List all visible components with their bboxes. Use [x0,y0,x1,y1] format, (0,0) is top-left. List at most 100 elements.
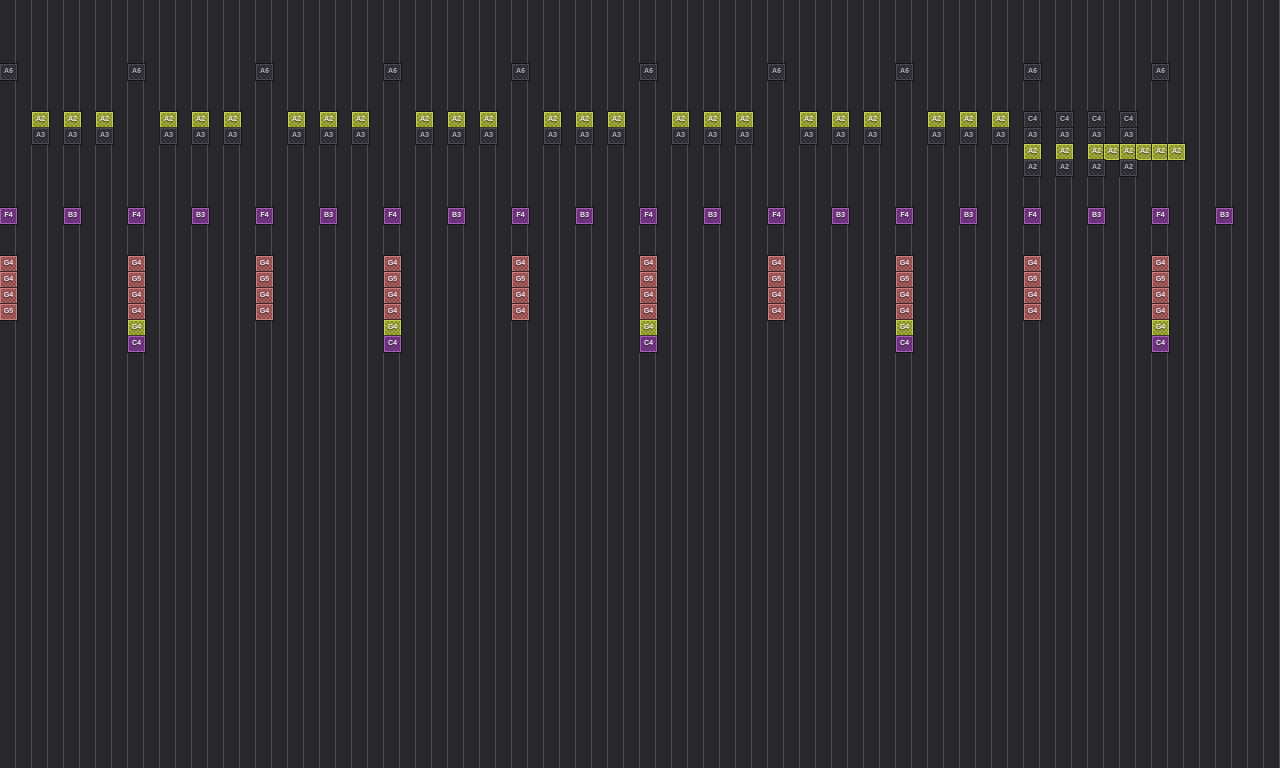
note-a2-block[interactable]: A2 [1088,160,1105,176]
note-g4-block[interactable]: G4 [640,288,657,304]
note-f4-block[interactable]: F4 [1024,208,1041,224]
note-g4-block[interactable]: G4 [384,288,401,304]
note-g5-block[interactable]: G5 [256,272,273,288]
note-c4-block[interactable]: C4 [640,336,657,352]
note-c4-block[interactable]: C4 [1152,336,1169,352]
note-a2-block[interactable]: A2 [64,112,81,128]
note-a3-block[interactable]: A3 [448,128,465,144]
note-b3-block[interactable]: B3 [64,208,81,224]
note-a3-block[interactable]: A3 [576,128,593,144]
note-a2-block[interactable]: A2 [960,112,977,128]
note-a2-block[interactable]: A2 [800,112,817,128]
note-a2-block[interactable]: A2 [1056,144,1073,160]
note-a2-block[interactable]: A2 [1152,144,1169,160]
note-a3-block[interactable]: A3 [608,128,625,144]
note-g4-block[interactable]: G4 [128,288,145,304]
note-a3-block[interactable]: A3 [672,128,689,144]
note-b3-block[interactable]: B3 [192,208,209,224]
note-a6-block[interactable]: A6 [384,64,401,80]
note-g4-block[interactable]: G4 [1024,288,1041,304]
note-a2-block[interactable]: A2 [1088,144,1105,160]
note-c4-block[interactable]: C4 [1024,112,1041,128]
note-a2-block[interactable]: A2 [1120,144,1137,160]
note-g4-block[interactable]: G4 [1152,304,1169,320]
note-g4-block[interactable]: G4 [512,256,529,272]
note-a3-block[interactable]: A3 [352,128,369,144]
note-a3-block[interactable]: A3 [96,128,113,144]
note-a2-block[interactable]: A2 [736,112,753,128]
note-b3-block[interactable]: B3 [1088,208,1105,224]
note-a3-block[interactable]: A3 [480,128,497,144]
note-a2-block[interactable]: A2 [320,112,337,128]
note-a3-block[interactable]: A3 [1056,128,1073,144]
note-a3-block[interactable]: A3 [224,128,241,144]
note-g5-block[interactable]: G5 [512,272,529,288]
note-a6-block[interactable]: A6 [0,64,17,80]
note-g4-block[interactable]: G4 [896,304,913,320]
note-b3-block[interactable]: B3 [320,208,337,224]
note-a2-block[interactable]: A2 [1168,144,1185,160]
note-a6-block[interactable]: A6 [768,64,785,80]
note-g4-block[interactable]: G4 [1152,288,1169,304]
note-g4-block[interactable]: G4 [384,320,401,336]
note-a2-block[interactable]: A2 [448,112,465,128]
note-g5-block[interactable]: G5 [640,272,657,288]
note-g4-block[interactable]: G4 [0,256,17,272]
note-g4-block[interactable]: G4 [128,320,145,336]
note-g5-block[interactable]: G5 [1024,272,1041,288]
note-a2-block[interactable]: A2 [672,112,689,128]
note-g4-block[interactable]: G4 [256,304,273,320]
note-a2-block[interactable]: A2 [928,112,945,128]
note-b3-block[interactable]: B3 [1216,208,1233,224]
note-a3-block[interactable]: A3 [1024,128,1041,144]
note-a3-block[interactable]: A3 [32,128,49,144]
note-a3-block[interactable]: A3 [992,128,1009,144]
note-g4-block[interactable]: G4 [512,288,529,304]
note-f4-block[interactable]: F4 [384,208,401,224]
note-c4-block[interactable]: C4 [1088,112,1105,128]
note-g4-block[interactable]: G4 [640,304,657,320]
note-a2-block[interactable]: A2 [352,112,369,128]
note-a2-block[interactable]: A2 [1024,160,1041,176]
note-a2-block[interactable]: A2 [160,112,177,128]
note-a3-block[interactable]: A3 [960,128,977,144]
note-a2-block[interactable]: A2 [544,112,561,128]
note-f4-block[interactable]: F4 [768,208,785,224]
note-b3-block[interactable]: B3 [576,208,593,224]
note-a2-block[interactable]: A2 [832,112,849,128]
note-a6-block[interactable]: A6 [640,64,657,80]
note-a3-block[interactable]: A3 [864,128,881,144]
note-f4-block[interactable]: F4 [0,208,17,224]
note-g4-block[interactable]: G4 [1152,256,1169,272]
note-c4-block[interactable]: C4 [1120,112,1137,128]
note-f4-block[interactable]: F4 [128,208,145,224]
note-a3-block[interactable]: A3 [416,128,433,144]
note-g4-block[interactable]: G4 [256,256,273,272]
note-a3-block[interactable]: A3 [704,128,721,144]
note-g4-block[interactable]: G4 [896,256,913,272]
note-g4-block[interactable]: G4 [640,256,657,272]
note-g5-block[interactable]: G5 [128,272,145,288]
note-a2-block[interactable]: A2 [416,112,433,128]
note-a3-block[interactable]: A3 [320,128,337,144]
note-a2-block[interactable]: A2 [1104,144,1121,160]
note-a3-block[interactable]: A3 [928,128,945,144]
note-a3-block[interactable]: A3 [544,128,561,144]
note-g5-block[interactable]: G5 [768,272,785,288]
note-a2-block[interactable]: A2 [288,112,305,128]
note-g4-block[interactable]: G4 [512,304,529,320]
note-g4-block[interactable]: G4 [1024,256,1041,272]
note-a3-block[interactable]: A3 [160,128,177,144]
note-g5-block[interactable]: G5 [1152,272,1169,288]
note-f4-block[interactable]: F4 [1152,208,1169,224]
note-f4-block[interactable]: F4 [640,208,657,224]
note-a6-block[interactable]: A6 [512,64,529,80]
note-b3-block[interactable]: B3 [704,208,721,224]
note-g4-block[interactable]: G4 [896,288,913,304]
note-g4-block[interactable]: G4 [896,320,913,336]
note-c4-block[interactable]: C4 [384,336,401,352]
note-g5-block[interactable]: G5 [384,272,401,288]
note-g5-block[interactable]: G5 [0,304,17,320]
note-g4-block[interactable]: G4 [384,256,401,272]
